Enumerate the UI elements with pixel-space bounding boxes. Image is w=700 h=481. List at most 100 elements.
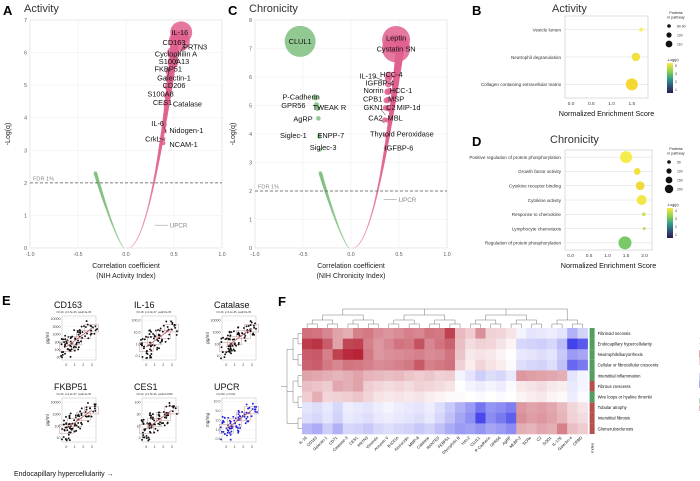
volcano-point-label: Norrin [363, 86, 383, 95]
data-point [77, 348, 80, 351]
data-point [64, 426, 67, 429]
data-point [226, 431, 229, 434]
svg-text:1: 1 [234, 445, 236, 449]
heatmap-cell [485, 349, 497, 361]
gsea-dot [642, 212, 646, 217]
volcano-point-label: FKBP51 [154, 64, 182, 73]
data-point [222, 430, 225, 433]
data-point [227, 347, 230, 350]
heatmap-cell [526, 349, 537, 361]
heatmap-cell [393, 338, 405, 350]
volcano-bubble [384, 74, 393, 83]
data-point [225, 351, 228, 354]
volcano-point-label: IL-19 [359, 72, 376, 81]
data-point [74, 423, 77, 426]
data-point [160, 339, 163, 342]
heatmap-cell [455, 328, 466, 339]
volcano-bubble [163, 92, 171, 99]
data-point [156, 348, 158, 351]
heatmap-cell [312, 370, 323, 382]
heatmap-cell [393, 412, 405, 424]
volcano-point-label: Cyclophilin A [155, 50, 197, 59]
data-point [142, 423, 145, 425]
svg-text:2: 2 [82, 363, 84, 367]
data-point [228, 338, 231, 341]
panel-f: F Fibrinoid necrosis Endocapillary hyperc… [272, 290, 700, 481]
svg-text:3: 3 [675, 217, 677, 221]
svg-text:3: 3 [24, 148, 27, 154]
heatmap-cell [495, 381, 507, 392]
heatmap-cell [516, 349, 527, 361]
data-point [175, 333, 178, 336]
volcano-bubble [165, 66, 175, 77]
data-point [74, 414, 77, 417]
heatmap-cell [424, 391, 435, 403]
heatmap-cell [546, 412, 558, 424]
data-point [73, 329, 76, 332]
svg-text:in pathway: in pathway [667, 151, 684, 155]
volcano-point-label: Leptin [386, 34, 406, 43]
volcano-bubble [314, 105, 320, 111]
heatmap-row-label: Cellular or fibrocellular crescents [598, 363, 659, 368]
data-point [233, 343, 236, 346]
heatmap-cell [506, 412, 517, 424]
svg-text:30: 30 [137, 412, 141, 416]
svg-text:2: 2 [82, 445, 84, 449]
data-point [220, 337, 223, 340]
heatmap-cell [577, 391, 588, 403]
data-point [81, 331, 84, 333]
heatmap-cell [342, 349, 354, 361]
data-point [140, 338, 142, 341]
volcano-plot-activity: FDR 1% UPCR 0 1 2 3 4 5 6 7 -1.0 -0.5 0.0 0.5 1.0 -Log(… [5, 18, 226, 280]
data-point [163, 416, 166, 419]
data-point [150, 353, 153, 355]
data-point [73, 419, 76, 422]
heatmap-cell [526, 370, 537, 382]
volcano-point-label: CA2 [368, 114, 382, 123]
data-point [66, 348, 69, 351]
svg-text:0.5: 0.5 [586, 253, 593, 259]
heatmap-cell [342, 328, 354, 339]
volcano-point-label: CLUL1 [289, 37, 312, 46]
svg-text:3.0: 3.0 [216, 418, 221, 422]
data-point [234, 417, 237, 420]
volcano-point-label: Cystatin SN [377, 44, 416, 53]
heatmap-row-label: Neutrophils/karyorrhexis [598, 352, 643, 357]
gsea-dot [618, 236, 632, 250]
heatmap-cell [353, 349, 364, 361]
data-point [63, 341, 66, 343]
gsea-dot [636, 195, 647, 205]
heatmap-cell [363, 349, 374, 361]
heatmap-cell [465, 412, 476, 424]
heatmap-cell [495, 349, 507, 361]
heatmap-cell [577, 328, 588, 339]
data-point [226, 434, 228, 437]
data-point [172, 405, 175, 408]
heatmap-cell [506, 391, 517, 403]
svg-text:3: 3 [91, 445, 93, 449]
data-point [170, 328, 173, 331]
heatmap-cell [567, 370, 578, 382]
data-point [244, 339, 247, 342]
svg-text:1.0: 1.0 [604, 253, 611, 259]
svg-text:1.5: 1.5 [623, 253, 630, 259]
data-point [241, 410, 244, 413]
heatmap-cell [455, 402, 466, 414]
data-point [254, 322, 257, 325]
svg-text:10: 10 [217, 354, 221, 358]
heatmap-cell [322, 391, 333, 403]
data-point [162, 410, 165, 413]
data-point [60, 354, 63, 357]
svg-text:1: 1 [154, 445, 156, 449]
data-point [84, 326, 87, 328]
volcano-point-label: CrkL [145, 134, 161, 143]
svg-text:1: 1 [675, 88, 677, 92]
heatmap-cell [526, 359, 537, 371]
svg-text:0: 0 [145, 445, 147, 449]
gsea-category-label: Cytokine receptor binding [509, 184, 562, 189]
data-point [154, 427, 157, 430]
svg-text:5.0: 5.0 [216, 409, 221, 413]
heatmap-cell [567, 349, 578, 361]
heatmap-col-label: IL-16 [298, 435, 309, 446]
heatmap-cell [546, 359, 558, 371]
